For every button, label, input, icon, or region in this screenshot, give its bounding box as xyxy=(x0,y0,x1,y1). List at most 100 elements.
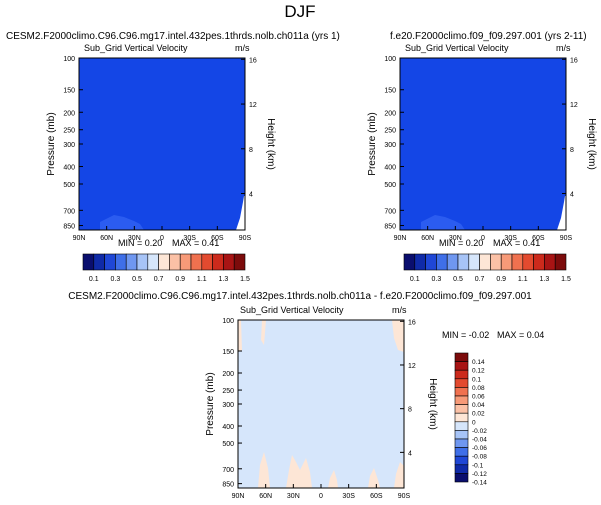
panel-units: m/s xyxy=(392,305,407,315)
colorbar-swatch xyxy=(201,253,213,271)
x-axis-ticks: 90N 60N 30N 0 30S 60S 90S xyxy=(394,226,573,242)
colorbar-swatch xyxy=(436,253,448,271)
min-label: MIN = -0.02 xyxy=(442,330,489,340)
colorbar-swatch xyxy=(82,253,95,271)
colorbar-swatch xyxy=(454,412,469,423)
colorbar-swatch xyxy=(233,253,246,271)
colorbar-swatch xyxy=(454,378,469,388)
colorbar-swatch xyxy=(136,253,149,271)
y2-axis-ticks: 16 12 8 4 xyxy=(241,57,257,199)
y-tick-label: 700 xyxy=(222,467,234,474)
surface-bump xyxy=(100,215,144,230)
y-tick-label: 400 xyxy=(384,165,396,172)
y-tick-label: 150 xyxy=(222,349,234,356)
y2-axis-ticks: 16 12 8 4 xyxy=(562,57,578,199)
colorbar-swatch xyxy=(93,253,105,271)
colorbar-swatch xyxy=(446,253,459,271)
min-label: MIN = 0.20 xyxy=(439,238,483,248)
colorbar-top: 0.1 0.3 0.5 0.7 0.9 1.1 1.3 1.5 0.1 0.3 0.5 0.7 0.9 1… xyxy=(82,253,571,283)
colorbar-swatch xyxy=(454,430,469,440)
y-tick-label: 300 xyxy=(384,142,396,149)
colorbar-swatch xyxy=(454,387,469,397)
y-tick-label: 300 xyxy=(63,142,75,149)
colorbar-label: 0.1 xyxy=(89,276,99,283)
y-axis-label: Pressure (mb) xyxy=(46,112,57,175)
colorbar-label: -0.1 xyxy=(472,462,484,469)
colorbar-label: -0.08 xyxy=(472,454,487,461)
y-tick-label: 850 xyxy=(63,224,75,231)
colorbar-label: 0.3 xyxy=(432,276,442,283)
colorbar-swatch xyxy=(454,361,469,371)
colorbar-swatch xyxy=(169,253,181,271)
colorbar-label: 1.5 xyxy=(240,276,250,283)
x-axis-ticks: 90N 60N 30N 0 30S 60S 90S xyxy=(232,484,411,500)
positive-anomaly-patch xyxy=(238,320,242,352)
colorbar-swatch xyxy=(554,253,567,271)
colorbar-swatch xyxy=(147,253,159,271)
colorbar-swatch xyxy=(403,253,416,271)
colorbar-swatch xyxy=(425,253,437,271)
y-tick-label: 100 xyxy=(222,318,234,325)
colorbar-swatch xyxy=(544,253,556,271)
figure-title: DJF xyxy=(284,2,315,21)
colorbar-label: 0.02 xyxy=(472,411,485,418)
colorbar-label: 1.3 xyxy=(219,276,229,283)
y-tick-label: 150 xyxy=(384,88,396,95)
y2-tick-label: 4 xyxy=(408,450,412,457)
colorbar-difference: 0.140.120.10.080.060.040.020-0.02-0.04-0… xyxy=(454,352,487,487)
colorbar-swatch xyxy=(522,253,534,271)
colorbar-label: 0.7 xyxy=(154,276,164,283)
x-tick-label: 90N xyxy=(232,493,245,500)
panel-subtitle: Sub_Grid Vertical Velocity xyxy=(240,305,344,315)
colorbar-label: 0.06 xyxy=(472,394,485,401)
y2-axis-label: Height (km) xyxy=(265,118,276,170)
x-tick-label: 90N xyxy=(73,235,86,242)
y-tick-label: 700 xyxy=(63,208,75,215)
colorbar-label: 1.1 xyxy=(197,276,207,283)
colorbar-swatch xyxy=(454,395,469,405)
y-axis-label: Pressure (mb) xyxy=(205,372,216,435)
x-tick-label: 0 xyxy=(160,235,164,242)
y-tick-label: 500 xyxy=(384,182,396,189)
colorbar-swatch xyxy=(190,253,203,271)
field-fill xyxy=(400,58,566,230)
colorbar-label: 0.3 xyxy=(111,276,121,283)
x-tick-label: 0 xyxy=(319,493,323,500)
y2-tick-label: 8 xyxy=(570,147,574,154)
colorbar-swatch xyxy=(158,253,170,271)
y2-tick-label: 16 xyxy=(570,57,578,64)
colorbar-swatch xyxy=(454,473,469,483)
max-label: MAX = 0.41 xyxy=(172,238,219,248)
colorbar-swatch xyxy=(115,253,127,271)
panel-units: m/s xyxy=(235,43,250,53)
colorbar-label: 0.9 xyxy=(175,276,185,283)
y2-tick-label: 16 xyxy=(249,57,257,64)
y-tick-label: 850 xyxy=(384,224,396,231)
colorbar-label: 0.5 xyxy=(132,276,142,283)
surface-bump xyxy=(421,215,465,230)
y2-axis-label: Height (km) xyxy=(427,378,438,430)
positive-anomaly-patch xyxy=(286,455,312,488)
y-tick-label: 100 xyxy=(384,56,396,63)
x-tick-label: 90S xyxy=(239,235,252,242)
colorbar-label: 0.9 xyxy=(496,276,506,283)
y-axis-ticks: 100 150 200 250 300 400 500 700 850 xyxy=(222,318,242,489)
colorbar-label: 0.7 xyxy=(475,276,485,283)
y2-tick-label: 4 xyxy=(249,192,253,199)
colorbar-label: 1.5 xyxy=(561,276,571,283)
y-tick-label: 400 xyxy=(222,424,234,431)
y-tick-label: 150 xyxy=(63,88,75,95)
x-tick-label: 60S xyxy=(211,235,224,242)
colorbar-labels: 0.140.120.10.080.060.040.020-0.02-0.04-0… xyxy=(472,359,487,486)
positive-anomaly-patch xyxy=(328,470,338,488)
colorbar-swatch xyxy=(511,253,524,271)
positive-anomaly-patch xyxy=(368,468,380,488)
x-tick-label: 30N xyxy=(449,235,462,242)
x-tick-label: 30N xyxy=(128,235,141,242)
max-label: MAX = 0.04 xyxy=(497,330,544,340)
x-tick-label: 90N xyxy=(394,235,407,242)
y-tick-label: 100 xyxy=(63,56,75,63)
colorbar-swatch xyxy=(533,253,545,271)
terrain-mask xyxy=(557,196,566,230)
